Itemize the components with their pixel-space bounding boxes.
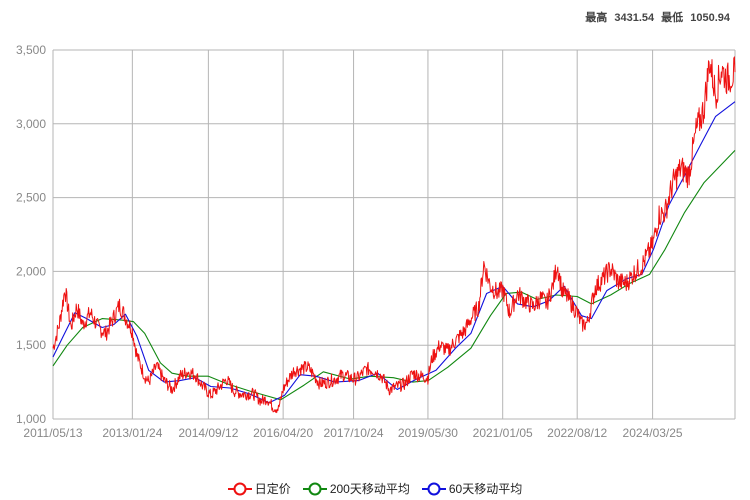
series-line-0 <box>52 56 736 414</box>
legend-item[interactable]: 200天移动平均 <box>302 480 410 497</box>
x-tick-label: 2019/05/30 <box>398 426 458 440</box>
x-tick-label: 2013/01/24 <box>102 426 162 440</box>
series-layer <box>52 56 736 414</box>
high-value: 3431.54 <box>614 12 655 24</box>
x-tick-label: 2014/09/12 <box>178 426 238 440</box>
y-tick-label: 3,500 <box>16 43 46 57</box>
y-tick-label: 2,500 <box>16 191 46 205</box>
x-tick-label: 2016/04/20 <box>253 426 313 440</box>
x-tick-label: 2024/03/25 <box>623 426 683 440</box>
high-low-summary: 最高 3431.54 最低 1050.94 <box>581 9 730 25</box>
legend-item[interactable]: 60天移动平均 <box>421 480 523 497</box>
x-tick-label: 2017/10/24 <box>324 426 384 440</box>
legend-item[interactable]: 日定价 <box>227 480 291 497</box>
y-tick-label: 1,500 <box>16 338 46 352</box>
chart-legend: 日定价 200天移动平均 60天移动平均 <box>0 480 750 499</box>
low-value: 1050.94 <box>690 12 730 24</box>
x-tick-label: 2022/08/12 <box>547 426 607 440</box>
high-label: 最高 <box>585 12 608 24</box>
x-tick-label: 2021/01/05 <box>473 426 533 440</box>
grid-layer <box>52 49 736 420</box>
legend-label: 60天移动平均 <box>448 482 523 496</box>
legend-label: 日定价 <box>254 482 291 496</box>
legend-marker-icon <box>302 482 327 495</box>
y-tick-label: 2,000 <box>16 264 46 278</box>
y-tick-label: 3,000 <box>16 117 46 131</box>
y-tick-label: 1,000 <box>16 412 46 426</box>
legend-label: 200天移动平均 <box>329 482 410 496</box>
series-line-1 <box>52 150 736 401</box>
x-tick-label: 2011/05/13 <box>23 426 82 440</box>
series-line-2 <box>52 101 736 404</box>
legend-marker-icon <box>227 482 252 495</box>
legend-marker-icon <box>421 482 446 495</box>
low-label: 最低 <box>661 12 684 24</box>
axis-layer: 1,000 1,500 2,000 2,500 3,000 3,500 2011/05/13… <box>16 43 683 440</box>
price-chart: 1,000 1,500 2,000 2,500 3,000 3,500 2011/05/13… <box>16 43 736 440</box>
